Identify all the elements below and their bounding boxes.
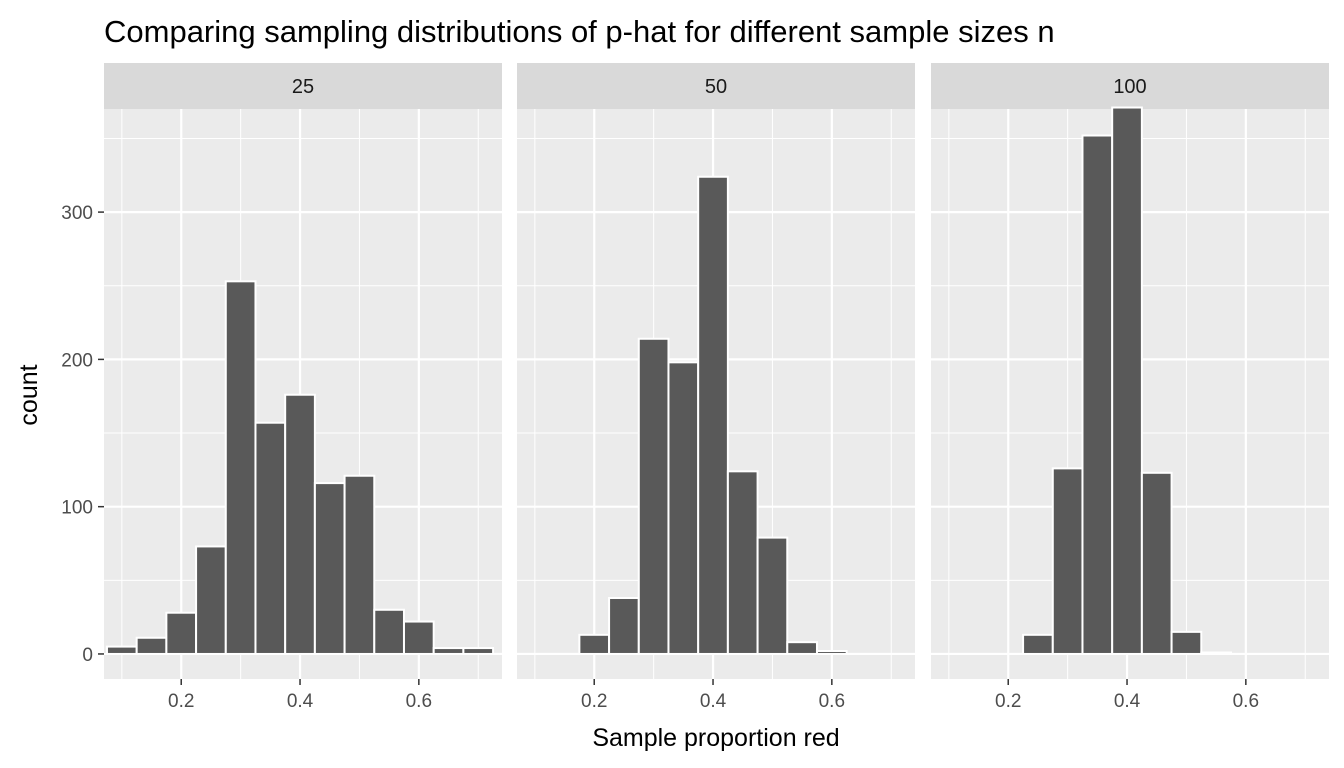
x-tick-label: 0.2 [995, 691, 1021, 712]
histogram-bar [608, 596, 640, 655]
facet-strip [517, 63, 915, 109]
x-tick-label: 0.6 [819, 691, 845, 712]
facet-panel-50: 50 0.2 0.4 0.6 [517, 63, 915, 712]
histogram-bars [1022, 106, 1232, 655]
histogram-bars [105, 280, 495, 655]
histogram-bar [432, 647, 465, 655]
x-tick-label: 0.2 [581, 691, 607, 712]
histogram-bar [726, 470, 759, 655]
histogram-bar [697, 175, 729, 655]
histogram-bar [135, 636, 168, 655]
histogram-bar [343, 474, 376, 655]
chart-title: Comparing sampling distributions of p-ha… [104, 14, 1055, 49]
histogram-bar [195, 545, 227, 655]
y-axis: 0 100 200 300 [61, 203, 104, 666]
facet-strip [931, 63, 1329, 109]
histogram-bar [1200, 651, 1232, 655]
histogram-bar [373, 608, 405, 655]
y-tick-label: 200 [61, 350, 93, 371]
facet-strip-label: 50 [705, 76, 727, 98]
y-tick-label: 300 [61, 203, 93, 224]
facet-strip-label: 100 [1113, 76, 1146, 98]
x-tick-label: 0.6 [406, 691, 432, 712]
facet-panels: 25 0.2 0.4 0.6 50 0.2 0.4 0.6 100 0.2 0.4 0.6 [104, 63, 1329, 712]
x-tick-label: 0.6 [1233, 691, 1259, 712]
histogram-bar [402, 620, 435, 655]
histogram-bar [637, 337, 670, 655]
histogram-bars [578, 175, 848, 655]
y-axis-title: count [15, 364, 43, 425]
y-tick-label: 100 [61, 498, 93, 519]
facet-strip [104, 63, 502, 109]
x-tick-label: 0.4 [700, 691, 727, 712]
histogram-bar [667, 361, 700, 655]
x-tick-label: 0.4 [287, 691, 314, 712]
histogram-bar [1022, 633, 1054, 655]
histogram-bar [815, 650, 848, 655]
histogram-bar [578, 633, 611, 655]
histogram-bar [786, 641, 818, 655]
histogram-bar [105, 645, 138, 655]
histogram-bar [462, 647, 495, 655]
x-tick-label: 0.4 [1114, 691, 1141, 712]
histogram-bar [1170, 630, 1203, 655]
histogram-bar [224, 280, 257, 655]
facet-panel-25: 25 0.2 0.4 0.6 [104, 63, 502, 712]
x-axis-title: Sample proportion red [592, 724, 839, 752]
histogram-bar [1140, 471, 1173, 655]
facet-panel-100: 100 0.2 0.4 0.6 [931, 63, 1329, 712]
histogram-bar [1081, 134, 1114, 655]
histogram-bar [1051, 467, 1084, 655]
histogram-bar [165, 611, 198, 655]
x-tick-label: 0.2 [168, 691, 194, 712]
histogram-bar [756, 536, 789, 655]
histogram-bar [313, 482, 346, 655]
facet-strip-label: 25 [292, 76, 314, 98]
histogram-bar [254, 421, 287, 655]
histogram-bar [284, 393, 316, 655]
y-tick-label: 0 [82, 645, 93, 666]
histogram-bar [1111, 106, 1143, 655]
